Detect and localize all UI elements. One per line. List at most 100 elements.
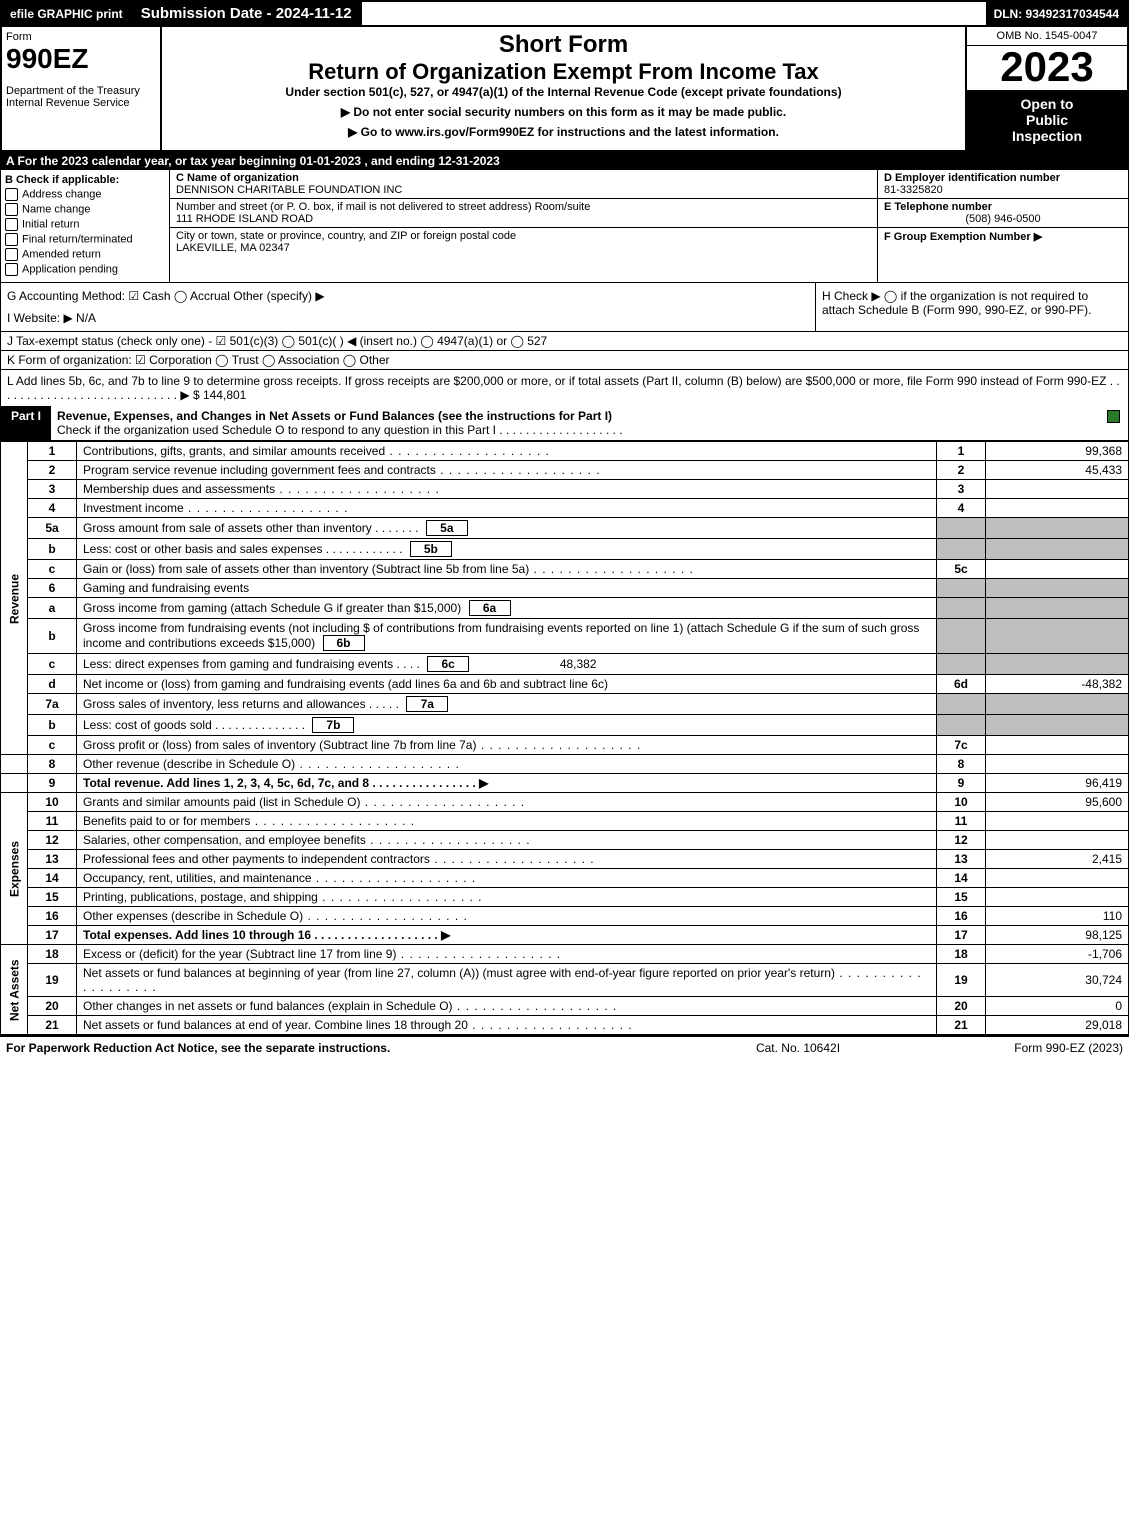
- line-6-text: Gaming and fundraising events: [77, 579, 937, 598]
- netassets-side-label: Net Assets: [1, 945, 28, 1035]
- line-21-box: 21: [937, 1016, 986, 1035]
- line-10-val: 95,600: [986, 793, 1129, 812]
- addr-label: Number and street (or P. O. box, if mail…: [176, 201, 590, 213]
- line-2-text: Program service revenue including govern…: [77, 461, 937, 480]
- line-7b-num: b: [28, 715, 77, 736]
- line-2-val: 45,433: [986, 461, 1129, 480]
- line-11-num: 11: [28, 812, 77, 831]
- line-16-num: 16: [28, 907, 77, 926]
- form-name-block: Form 990EZ Department of the Treasury In…: [2, 27, 162, 150]
- line-20-text: Other changes in net assets or fund bala…: [77, 997, 937, 1016]
- line-9-text: Total revenue. Add lines 1, 2, 3, 4, 5c,…: [77, 774, 937, 793]
- line-17-num: 17: [28, 926, 77, 945]
- line-21-num: 21: [28, 1016, 77, 1035]
- b-item-4: Amended return: [22, 248, 101, 260]
- sub-line-2: ▶ Do not enter social security numbers o…: [170, 105, 957, 119]
- line-8-box: 8: [937, 755, 986, 774]
- org-name: DENNISON CHARITABLE FOUNDATION INC: [176, 184, 402, 196]
- line-10-num: 10: [28, 793, 77, 812]
- line-6c-num: c: [28, 654, 77, 675]
- line-15-num: 15: [28, 888, 77, 907]
- line-18-num: 18: [28, 945, 77, 964]
- footer-notice: For Paperwork Reduction Act Notice, see …: [6, 1041, 673, 1055]
- line-7b-text: Less: cost of goods sold . . . . . . . .…: [77, 715, 937, 736]
- line-11-val: [986, 812, 1129, 831]
- line-19-val: 30,724: [986, 964, 1129, 997]
- open-line2: Public: [971, 112, 1123, 128]
- line-21-val: 29,018: [986, 1016, 1129, 1035]
- inner-7b: 7b: [312, 717, 354, 733]
- g-accounting: G Accounting Method: ☑ Cash ◯ Accrual Ot…: [7, 289, 809, 303]
- checkbox-app-pending[interactable]: [5, 263, 18, 276]
- checkbox-final-return[interactable]: [5, 233, 18, 246]
- submission-date: Submission Date - 2024-11-12: [133, 2, 362, 25]
- line-18-box: 18: [937, 945, 986, 964]
- line-18-text: Excess or (deficit) for the year (Subtra…: [77, 945, 937, 964]
- header-mid: Short Form Return of Organization Exempt…: [162, 27, 965, 150]
- part-1-title: Revenue, Expenses, and Changes in Net As…: [51, 406, 1098, 440]
- d-label: D Employer identification number: [884, 172, 1060, 184]
- line-2-num: 2: [28, 461, 77, 480]
- footer-catno: Cat. No. 10642I: [673, 1041, 923, 1055]
- expenses-side-label: Expenses: [1, 793, 28, 945]
- j-tax-exempt: J Tax-exempt status (check only one) - ☑…: [0, 332, 1129, 351]
- line-3-text: Membership dues and assessments: [77, 480, 937, 499]
- b-title: B Check if applicable:: [5, 174, 165, 186]
- part1-sub-text: Check if the organization used Schedule …: [57, 423, 623, 437]
- section-a-bar: A For the 2023 calendar year, or tax yea…: [0, 152, 1129, 170]
- line-5c-text: Gain or (loss) from sale of assets other…: [77, 560, 937, 579]
- line-13-val: 2,415: [986, 850, 1129, 869]
- footer-formid: Form 990-EZ (2023): [923, 1041, 1123, 1055]
- checkbox-initial-return[interactable]: [5, 218, 18, 231]
- l-value: $ 144,801: [193, 388, 246, 402]
- line-5b-num: b: [28, 539, 77, 560]
- inner-6c: 6c: [427, 656, 469, 672]
- inner-5b: 5b: [410, 541, 452, 557]
- line-6d-text: Net income or (loss) from gaming and fun…: [77, 675, 937, 694]
- line-4-val: [986, 499, 1129, 518]
- line-4-num: 4: [28, 499, 77, 518]
- e-label: E Telephone number: [884, 201, 992, 213]
- open-line3: Inspection: [971, 128, 1123, 144]
- line-6c-text: Less: direct expenses from gaming and fu…: [77, 654, 937, 675]
- l-text: L Add lines 5b, 6c, and 7b to line 9 to …: [7, 374, 1120, 402]
- line-16-box: 16: [937, 907, 986, 926]
- line-20-val: 0: [986, 997, 1129, 1016]
- line-5a-text: Gross amount from sale of assets other t…: [77, 518, 937, 539]
- line-7c-box: 7c: [937, 736, 986, 755]
- inner-7a: 7a: [406, 696, 448, 712]
- line-5c-num: c: [28, 560, 77, 579]
- b-item-3: Final return/terminated: [22, 233, 133, 245]
- b-item-0: Address change: [22, 188, 102, 200]
- phone-value: (508) 946-0500: [884, 213, 1122, 225]
- line-9-box: 9: [937, 774, 986, 793]
- line-5a-num: 5a: [28, 518, 77, 539]
- line-11-box: 11: [937, 812, 986, 831]
- checkbox-address-change[interactable]: [5, 188, 18, 201]
- info-block: B Check if applicable: Address change Na…: [0, 170, 1129, 283]
- part1-checkbox[interactable]: [1107, 410, 1120, 423]
- open-line1: Open to: [971, 96, 1123, 112]
- city-label: City or town, state or province, country…: [176, 230, 516, 242]
- checkbox-amended[interactable]: [5, 248, 18, 261]
- line-6d-num: d: [28, 675, 77, 694]
- inner-6a: 6a: [469, 600, 511, 616]
- city-state-zip: LAKEVILLE, MA 02347: [176, 242, 290, 254]
- checkbox-name-change[interactable]: [5, 203, 18, 216]
- line-5a-box: [937, 518, 986, 539]
- revenue-side-label: Revenue: [1, 442, 28, 755]
- line-13-text: Professional fees and other payments to …: [77, 850, 937, 869]
- section-b: B Check if applicable: Address change Na…: [1, 170, 170, 282]
- line-6a-num: a: [28, 598, 77, 619]
- ein-value: 81-3325820: [884, 184, 943, 196]
- dln-label: DLN: 93492317034544: [986, 2, 1127, 25]
- line-10-box: 10: [937, 793, 986, 812]
- line-6-num: 6: [28, 579, 77, 598]
- line-10-text: Grants and similar amounts paid (list in…: [77, 793, 937, 812]
- form-header: Form 990EZ Department of the Treasury In…: [0, 27, 1129, 152]
- b-item-1: Name change: [22, 203, 91, 215]
- line-15-text: Printing, publications, postage, and shi…: [77, 888, 937, 907]
- line-2-box: 2: [937, 461, 986, 480]
- inner-5a: 5a: [426, 520, 468, 536]
- revenue-table: Revenue 1 Contributions, gifts, grants, …: [0, 441, 1129, 1035]
